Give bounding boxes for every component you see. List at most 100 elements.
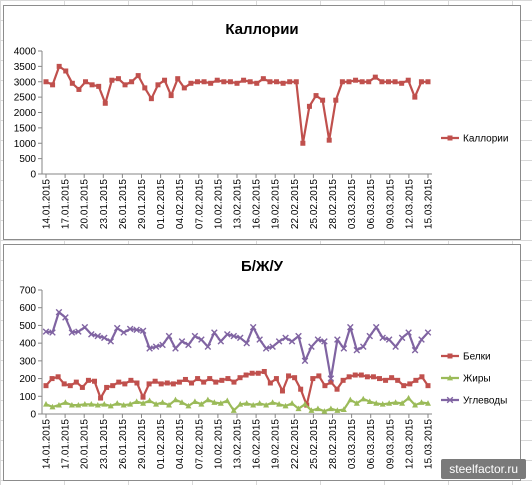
data-point [243,339,251,347]
data-point [115,76,121,82]
data-point [201,379,207,385]
x-tick-label: 07.02.2015 [194,419,205,469]
data-point [243,372,249,378]
data-point [411,346,419,354]
data-point [379,334,386,342]
x-tick-label: 03.03.2015 [347,419,358,469]
data-point [334,336,341,343]
data-point [276,401,283,407]
data-point [405,394,412,401]
data-point [407,381,413,387]
y-tick-label: 400 [19,339,36,350]
data-point [267,79,273,85]
data-point [152,378,158,384]
x-tick-label: 22.02.2015 [290,419,301,469]
x-tick-label: 20.01.2015 [80,179,91,229]
data-point [133,398,140,404]
data-point [249,370,255,376]
data-point [61,381,67,387]
data-point [250,401,257,408]
data-point [230,332,238,340]
data-point [153,401,160,407]
data-point [395,377,401,383]
data-point [346,374,352,380]
data-point [146,381,152,387]
data-point [300,140,306,146]
data-point [43,401,49,407]
macros-chart[interactable]: Б/Ж/У 0 100 200 300 400 500 600 700 14.01.2015 17.… [3,244,521,481]
data-point [227,79,233,85]
data-point [110,383,116,389]
data-point [55,308,63,316]
data-point [49,376,55,382]
data-point [81,401,88,407]
legend-marker [447,135,453,141]
data-point [256,336,263,343]
legend-label-жиры: Жиры [463,374,491,385]
data-point [67,383,73,389]
data-point [43,383,49,389]
data-point [139,327,147,335]
x-tick-label: 17.01.2015 [61,179,72,229]
data-point [418,336,425,343]
data-point [314,405,321,412]
data-point [419,374,425,380]
x-tick-label: 09.03.2015 [385,179,396,229]
legend-label-углеводы: Углеводы [463,396,507,407]
calories-chart[interactable]: Каллории 0 500 1000 1500 2000 2500 3000 3500 4000… [3,5,521,240]
data-point [293,79,299,85]
data-point [204,343,212,350]
data-point [217,400,224,406]
x-tick-label: 25.02.2015 [309,419,320,469]
data-point [89,82,95,88]
x-tick-label: 28.02.2015 [328,179,339,229]
data-point [389,375,395,381]
data-point [292,375,298,381]
x-tick-label: 04.02.2015 [175,419,186,469]
data-point [370,374,376,380]
data-point [75,328,82,335]
x-tick-label: 16.02.2015 [252,179,263,229]
data-point [195,376,201,382]
data-point [83,79,89,85]
data-point [191,398,198,404]
legend-marker [447,374,453,381]
data-point [114,400,121,406]
data-point [385,336,393,343]
data-point [274,79,280,85]
data-point [188,80,194,86]
data-point [207,376,213,382]
data-point [198,401,205,407]
data-point [241,77,247,83]
data-point [372,323,380,331]
data-point [401,383,407,389]
data-point [333,97,339,103]
x-tick-label: 17.01.2015 [61,419,72,469]
x-tick-label: 19.02.2015 [271,179,282,229]
data-point [73,379,79,385]
chart-title: Б/Ж/У [241,258,284,275]
data-point [182,376,188,382]
data-point [308,407,315,413]
data-point [152,343,160,350]
data-point [185,402,192,409]
data-point [353,77,359,83]
y-tick-label: 300 [19,356,36,367]
data-point [85,377,91,383]
data-point [170,381,176,387]
data-point [275,338,283,345]
data-point [320,97,326,103]
x-tick-label: 28.02.2015 [328,419,339,469]
data-point [159,341,166,349]
x-tick-label: 14.01.2015 [42,179,53,229]
data-point [128,377,134,383]
data-point [298,386,304,392]
data-point [134,380,140,386]
data-point [159,399,166,405]
data-point [81,323,89,331]
data-point [366,332,374,340]
data-point [135,73,141,79]
data-point [102,100,108,106]
x-tick-label: 16.02.2015 [252,419,263,469]
x-tick-label: 15.03.2015 [424,419,435,469]
